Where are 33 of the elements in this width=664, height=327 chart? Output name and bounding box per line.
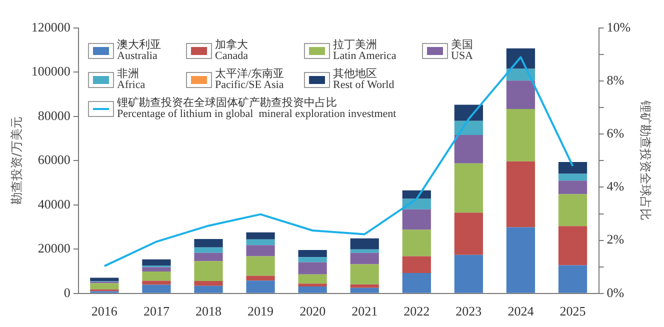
- x-tick-label: 2016: [91, 304, 118, 319]
- x-tick-label: 2017: [143, 304, 170, 319]
- y2-tick-label: 2%: [606, 232, 624, 247]
- y-tick-label: 80000: [38, 108, 70, 123]
- y2-tick-label: 10%: [606, 19, 631, 34]
- x-tick-label: 2018: [195, 304, 222, 319]
- y-tick-label: 120000: [31, 19, 70, 34]
- y2-tick-label: 6%: [606, 126, 624, 141]
- legend-label: 美国 USA: [451, 39, 474, 62]
- y2-axis-title: 锂矿勘查投资全球占比: [638, 100, 653, 221]
- x-tick-label: 2024: [508, 304, 534, 319]
- y-tick-label: 100000: [31, 64, 70, 79]
- y-tick-label: 20000: [38, 240, 70, 256]
- legend-label: 锂矿勘查投资在全球固体矿产勘查投资中占比 Percentage of lithium in global mineral exploration investment: [117, 97, 396, 120]
- x-tick-label: 2020: [300, 304, 326, 319]
- x-tick-label: 2021: [352, 304, 378, 319]
- legend-label: 非洲 Africa: [117, 68, 146, 91]
- y-tick-label: 0: [64, 284, 70, 300]
- legend-label: 太平洋/东南亚 Pacific/SE Asia: [215, 68, 284, 91]
- legend-label: 澳大利亚 Australia: [117, 39, 161, 62]
- x-tick-label: 2025: [560, 304, 586, 319]
- y2-tick-label: 8%: [606, 72, 624, 88]
- x-tick-label: 2023: [456, 304, 482, 319]
- x-tick-label: 2019: [248, 304, 274, 319]
- y2-tick-label: 0%: [606, 284, 624, 300]
- y2-tick-label: 4%: [606, 178, 624, 194]
- y-tick-label: 60000: [38, 152, 70, 168]
- legend-label: 拉丁美洲 Latin America: [333, 39, 396, 62]
- legend-label: 加拿大 Canada: [215, 39, 248, 62]
- y-axis-title: 勘查投资/万美元: [9, 116, 24, 205]
- legend-label: 其他地区 Rest of World: [333, 68, 394, 91]
- x-tick-label: 2022: [404, 304, 430, 319]
- y-tick-label: 40000: [38, 196, 70, 212]
